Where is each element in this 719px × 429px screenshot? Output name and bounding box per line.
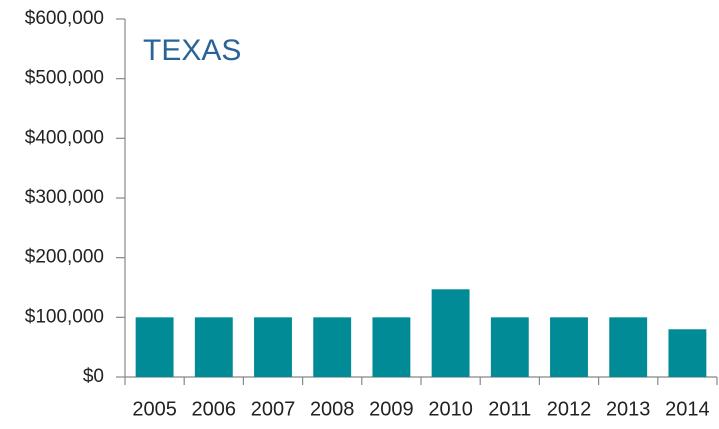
bar <box>372 317 411 377</box>
x-tick-label: 2013 <box>606 398 651 420</box>
x-tick-label: 2011 <box>488 398 531 420</box>
x-tick-label: 2008 <box>310 398 355 420</box>
x-tick-label: 2007 <box>251 398 296 420</box>
bar <box>431 289 470 377</box>
bar <box>313 317 352 377</box>
y-tick-label: $400,000 <box>25 127 104 148</box>
x-tick-label: 2014 <box>665 398 710 420</box>
y-tick-label: $0 <box>83 366 104 387</box>
y-tick-label: $300,000 <box>25 187 104 208</box>
y-tick-label: $600,000 <box>25 8 104 29</box>
y-tick-label: $500,000 <box>25 68 104 89</box>
x-tick-label: 2010 <box>428 398 473 420</box>
x-tick-label: 2005 <box>132 398 177 420</box>
chart-title: TEXAS <box>143 34 241 67</box>
x-tick-label: 2012 <box>547 398 592 420</box>
bar <box>609 317 648 377</box>
x-tick-label: 2006 <box>192 398 237 420</box>
bar <box>254 317 292 377</box>
bar <box>550 317 588 377</box>
bar <box>135 317 174 377</box>
x-tick-label: 2009 <box>369 398 414 420</box>
bar <box>668 329 707 377</box>
y-tick-label: $100,000 <box>25 306 104 327</box>
bar <box>194 317 233 377</box>
bar <box>490 317 529 377</box>
y-tick-label: $200,000 <box>25 247 104 268</box>
